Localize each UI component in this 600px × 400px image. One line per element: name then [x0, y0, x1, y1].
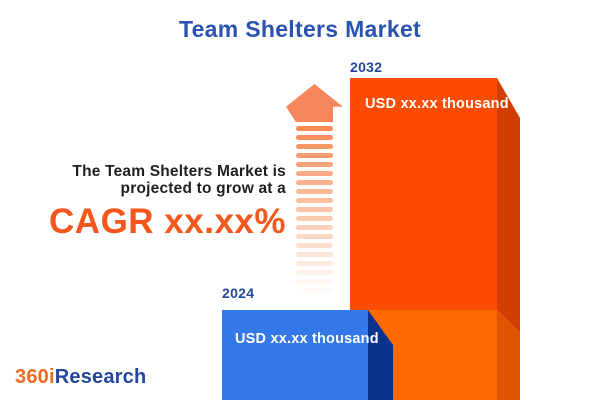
growth-annotation: The Team Shelters Market is projected to… [18, 163, 286, 242]
brand-logo-suffix: Research [54, 366, 147, 388]
cagr-value: CAGR xx.xx% [49, 202, 286, 241]
bar-2032-side-3d-upper [497, 78, 520, 333]
growth-arrow-stripes [296, 126, 333, 302]
bar-2032-year-label: 2032 [350, 59, 383, 75]
annotation-line-1: The Team Shelters Market is [72, 163, 286, 180]
growth-arrow-icon [286, 84, 343, 122]
bar-2024-value-label: USD xx.xx thousand [235, 331, 379, 347]
bar-2024-face [222, 310, 368, 400]
bar-2032-value-label: USD xx.xx thousand [365, 96, 509, 112]
bar-2024-year-label: 2024 [222, 285, 255, 301]
page-title: Team Shelters Market [178, 16, 422, 42]
bar-2032-side-3d-lower [497, 310, 520, 400]
annotation-line-2: projected to grow at a [120, 180, 286, 197]
brand-logo: 360iResearch [15, 366, 146, 389]
brand-logo-prefix: 360i [15, 366, 55, 388]
bar-2032-face-upper [350, 78, 497, 310]
